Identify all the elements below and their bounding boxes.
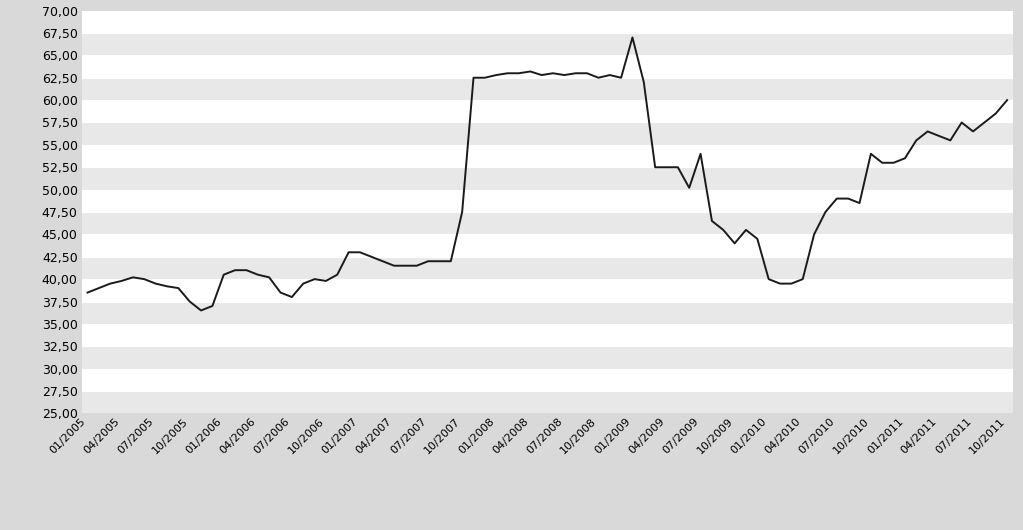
Bar bbox=[82, 234, 1013, 257]
Bar bbox=[82, 78, 1013, 100]
Bar bbox=[82, 279, 1013, 302]
Bar bbox=[82, 122, 1013, 145]
Bar bbox=[82, 167, 1013, 190]
Bar bbox=[82, 369, 1013, 391]
Bar bbox=[82, 55, 1013, 78]
Bar bbox=[82, 100, 1013, 122]
Bar bbox=[82, 11, 1013, 33]
Bar bbox=[82, 190, 1013, 212]
Bar bbox=[82, 346, 1013, 369]
Bar bbox=[82, 145, 1013, 167]
Bar bbox=[82, 257, 1013, 279]
Bar bbox=[82, 33, 1013, 55]
Bar bbox=[82, 391, 1013, 413]
Bar bbox=[82, 302, 1013, 324]
Bar bbox=[82, 212, 1013, 234]
Bar bbox=[82, 324, 1013, 346]
